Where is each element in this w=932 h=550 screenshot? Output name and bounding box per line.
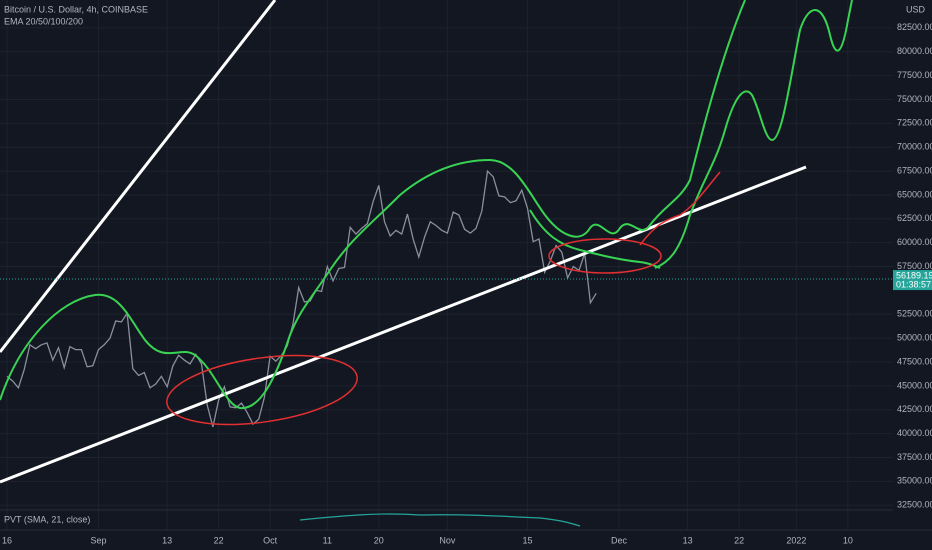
y-tick-label: 50000.00 — [897, 333, 932, 343]
projection-curve — [529, 209, 661, 269]
x-tick-label: Sep — [91, 535, 107, 545]
indicator-label: EMA 20/50/100/200 — [4, 16, 83, 26]
price-label-bg — [893, 270, 932, 291]
y-tick-label: 72500.00 — [897, 118, 932, 128]
x-tick-label: 11 — [323, 535, 332, 545]
y-tick-label: 77500.00 — [897, 70, 932, 80]
y-tick-label: 45000.00 — [897, 380, 932, 390]
projection-curve — [0, 0, 746, 410]
y-tick-label: 60000.00 — [897, 237, 932, 247]
x-tick-label: 20 — [374, 535, 384, 545]
projection-curve — [639, 171, 721, 246]
x-tick-label: Dec — [611, 535, 628, 545]
y-tick-label: 35000.00 — [897, 476, 932, 486]
y-tick-label: 75000.00 — [897, 94, 932, 104]
y-tick-label: 82500.00 — [897, 22, 932, 32]
y-tick-label: 70000.00 — [897, 142, 932, 152]
currency-label: USD — [906, 4, 926, 14]
pvt-line — [299, 513, 581, 527]
y-tick-label: 37500.00 — [897, 452, 932, 462]
marks — [6, 169, 597, 428]
x-tick-label: 16 — [2, 535, 12, 545]
y-tick-label: 40000.00 — [897, 428, 932, 438]
price-label: 56189.19 — [896, 270, 932, 280]
x-tick-label: 22 — [214, 535, 224, 545]
ellipse — [548, 238, 662, 274]
x-tick-label: 13 — [162, 535, 172, 545]
indicator-label: PVT (SMA, 21, close) — [4, 514, 90, 524]
chart-title: Bitcoin / U.S. Dollar, 4h, COINBASE — [4, 4, 148, 14]
y-tick-label: 42500.00 — [897, 404, 932, 414]
x-tick-label: 22 — [734, 535, 744, 545]
y-tick-label: 52500.00 — [897, 309, 932, 319]
countdown-label: 01:38:57 — [896, 279, 931, 289]
drawings — [0, 0, 853, 484]
y-tick-label: 80000.00 — [897, 46, 932, 56]
y-tick-label: 32500.00 — [897, 500, 932, 510]
y-tick-label: 67500.00 — [897, 165, 932, 175]
x-tick-label: 13 — [683, 535, 693, 545]
trend-line — [0, 0, 277, 353]
x-tick-label: Oct — [263, 535, 278, 545]
y-tick-label: 47500.00 — [897, 356, 932, 366]
x-tick-label: 2022 — [786, 535, 806, 545]
x-tick-label: 15 — [523, 535, 533, 545]
x-tick-label: Nov — [439, 535, 456, 545]
trend-line — [0, 165, 807, 484]
ellipse — [166, 354, 358, 426]
y-tick-label: 62500.00 — [897, 213, 932, 223]
y-tick-label: 65000.00 — [897, 189, 932, 199]
price-line — [6, 169, 597, 428]
price-axis — [893, 0, 932, 530]
x-tick-label: 10 — [843, 535, 853, 545]
y-tick-label: 57500.00 — [897, 261, 932, 271]
